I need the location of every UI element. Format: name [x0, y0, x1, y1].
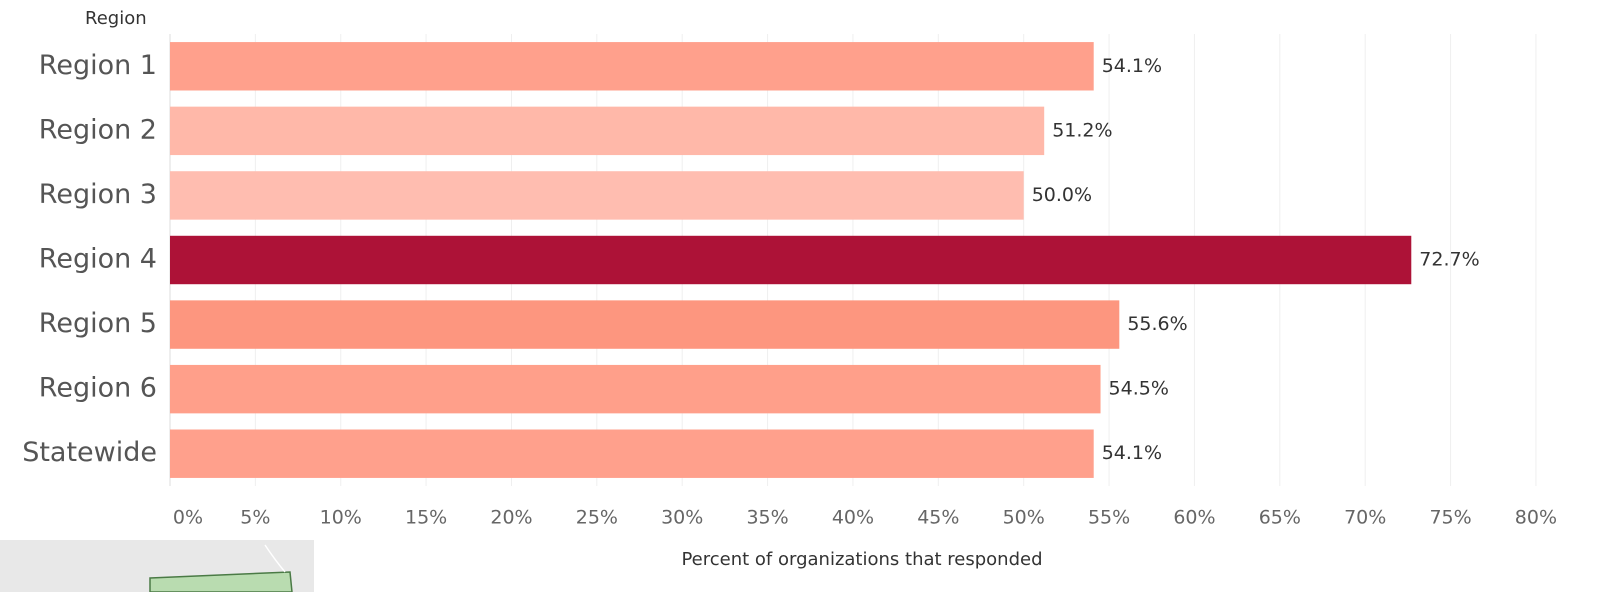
x-tick-label: 50%	[1003, 507, 1045, 529]
value-label: 50.0%	[1032, 184, 1092, 206]
x-tick-label: 30%	[661, 507, 703, 529]
y-tick-label: Statewide	[22, 437, 157, 468]
x-tick-label: 35%	[746, 507, 788, 529]
value-label: 55.6%	[1127, 313, 1187, 335]
map-thumbnail	[0, 540, 314, 592]
y-tick-label: Region 2	[39, 114, 157, 145]
value-label: 54.1%	[1102, 55, 1162, 77]
value-label: 72.7%	[1419, 249, 1479, 271]
y-axis-title: Region	[85, 8, 147, 29]
value-label: 51.2%	[1052, 119, 1112, 141]
bar	[170, 300, 1120, 349]
x-tick-label: 0%	[173, 507, 203, 529]
value-label: 54.1%	[1102, 442, 1162, 464]
x-tick-label: 15%	[405, 507, 447, 529]
x-tick-label: 70%	[1344, 507, 1386, 529]
x-tick-label: 55%	[1088, 507, 1130, 529]
map-region	[149, 571, 293, 592]
map-river	[264, 544, 286, 573]
bar	[170, 171, 1024, 220]
value-label: 54.5%	[1109, 378, 1169, 400]
x-tick-label: 80%	[1515, 507, 1557, 529]
bar	[170, 106, 1045, 156]
x-tick-label: 45%	[917, 507, 959, 529]
x-axis-title: Percent of organizations that responded	[681, 549, 1042, 570]
x-tick-label: 40%	[832, 507, 874, 529]
y-tick-label: Region 4	[39, 244, 157, 275]
x-tick-label: 25%	[576, 507, 618, 529]
x-tick-label: 5%	[240, 507, 270, 529]
x-tick-label: 75%	[1429, 507, 1471, 529]
y-tick-label: Region 6	[39, 373, 157, 404]
x-tick-label: 65%	[1259, 507, 1301, 529]
bar	[170, 235, 1412, 285]
y-tick-label: Region 5	[39, 308, 157, 339]
x-tick-label: 10%	[320, 507, 362, 529]
x-tick-label: 60%	[1173, 507, 1215, 529]
y-tick-label: Region 1	[39, 50, 157, 81]
y-tick-label: Region 3	[39, 179, 157, 210]
bar	[170, 364, 1101, 414]
bar	[170, 42, 1094, 91]
bar	[170, 429, 1094, 478]
x-tick-label: 20%	[490, 507, 532, 529]
